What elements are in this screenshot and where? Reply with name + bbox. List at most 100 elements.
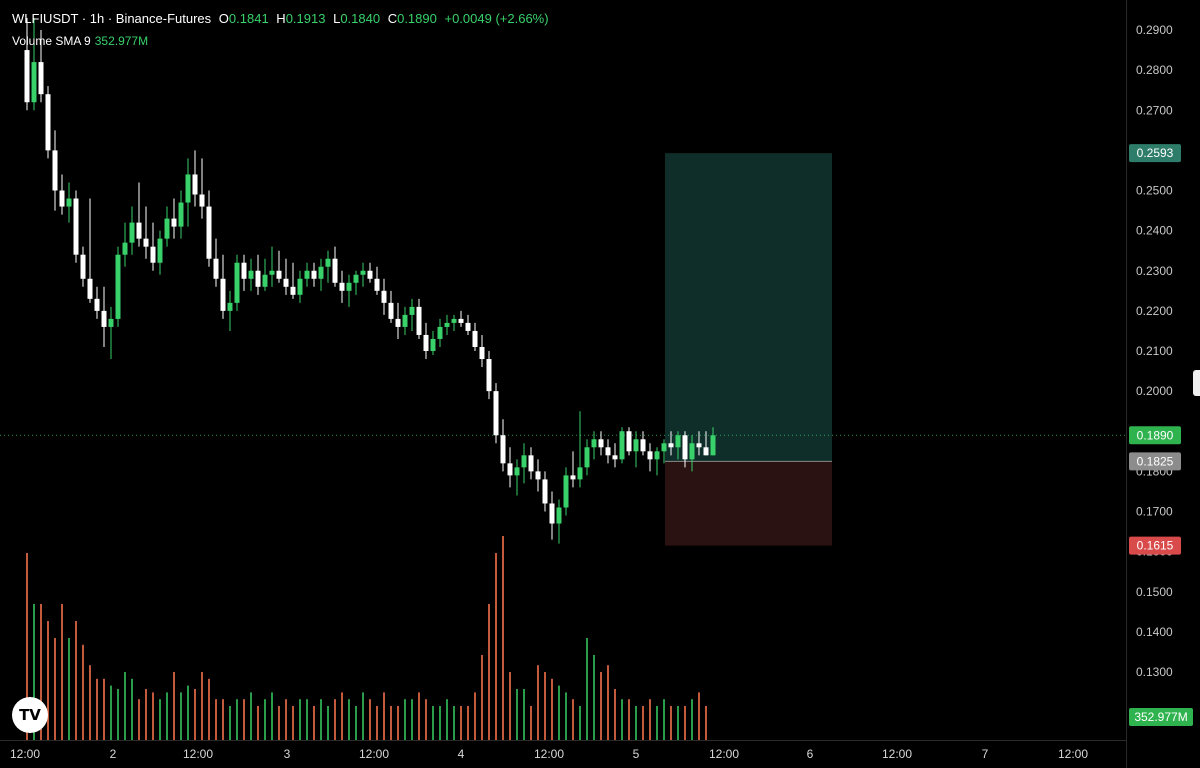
volume-bar (278, 706, 280, 740)
close-label: C (387, 11, 398, 26)
volume-bar (551, 678, 553, 740)
candle-body (52, 150, 58, 191)
candle-body (101, 310, 107, 327)
candle-body (73, 198, 79, 255)
volume-bar (166, 692, 168, 740)
x-tick-label: 12:00 (183, 747, 213, 761)
candle-body (304, 270, 310, 279)
open-label: O (218, 11, 229, 26)
volume-bar (159, 699, 161, 740)
target-price-tag: 0.2593 (1137, 146, 1174, 160)
volume-bar (320, 699, 322, 740)
candle-body (66, 198, 72, 207)
candle-body (185, 174, 191, 203)
low-label: L (333, 11, 341, 26)
candle-body (325, 258, 331, 267)
candle-body (59, 190, 65, 207)
volume-bar (348, 699, 350, 740)
volume-indicator-legend[interactable]: Volume SMA 9 352.977M (12, 34, 148, 48)
loss-zone (665, 461, 832, 546)
candle-body (703, 447, 709, 456)
current-price-tag: 0.1890 (1137, 428, 1174, 442)
candle-body (458, 318, 464, 323)
volume-bar (327, 706, 329, 740)
candle-body (675, 435, 681, 448)
y-tick-label: 0.1500 (1136, 585, 1173, 599)
candle-body (451, 318, 457, 323)
volume-bar (516, 689, 518, 740)
volume-bar (362, 692, 364, 740)
symbol-title[interactable]: WLFIUSDT · 1h · Binance-Futures (12, 11, 212, 26)
candle-body (213, 258, 219, 279)
candle-body (24, 50, 30, 103)
profit-zone (665, 153, 832, 462)
volume-bar (649, 699, 651, 740)
y-tick-label: 0.1400 (1136, 625, 1173, 639)
candle-body (577, 467, 583, 480)
candle-body (374, 278, 380, 291)
candle-body (45, 94, 51, 151)
volume-bar (446, 699, 448, 740)
x-tick-label: 12:00 (882, 747, 912, 761)
x-tick-label: 5 (633, 747, 640, 761)
candle-body (311, 270, 317, 279)
candle-body (339, 282, 345, 291)
candle-body (528, 455, 534, 472)
x-tick-label: 12:00 (10, 747, 40, 761)
volume-bar (208, 678, 210, 740)
candle-body (388, 302, 394, 319)
candle-body (647, 451, 653, 460)
x-tick-label: 6 (807, 747, 814, 761)
volume-bar (530, 706, 532, 740)
candle-body (605, 447, 611, 456)
close-value: 0.1890 (397, 11, 437, 26)
candle-body (423, 334, 429, 351)
y-tick-label: 0.2300 (1136, 264, 1173, 278)
candle-body (437, 326, 443, 339)
candle-body (220, 278, 226, 311)
volume-bar (82, 644, 84, 740)
candle-body (444, 322, 450, 327)
candle-body (157, 238, 163, 263)
y-tick-label: 0.2400 (1136, 224, 1173, 238)
candle-body (269, 270, 275, 275)
volume-bar (600, 672, 602, 740)
tradingview-logo-icon[interactable]: TV (12, 697, 48, 733)
candle-body (332, 258, 338, 283)
volume-bar (628, 699, 630, 740)
candle-body (395, 318, 401, 327)
candle-body (591, 439, 597, 448)
volume-bar (61, 604, 63, 740)
candle-body (514, 467, 520, 476)
candle-body (38, 62, 44, 95)
candle-body (493, 391, 499, 436)
volume-bar (621, 699, 623, 740)
open-value: 0.1841 (228, 11, 269, 26)
volume-sma-tag-bg (1129, 708, 1193, 726)
volume-bar (698, 692, 700, 740)
x-tick-label: 2 (110, 747, 117, 761)
volume-bar (425, 699, 427, 740)
volume-indicator-value: 352.977M (94, 34, 149, 48)
volume-bar (544, 672, 546, 740)
candle-body (430, 338, 436, 351)
volume-bar (369, 699, 371, 740)
candle-body (318, 266, 324, 279)
candle-body (234, 262, 240, 303)
candle-body (507, 463, 513, 476)
x-tick-label: 12:00 (534, 747, 564, 761)
candle-body (402, 314, 408, 327)
x-tick-label: 4 (458, 747, 465, 761)
candle-body (31, 62, 37, 103)
candle-body (486, 359, 492, 392)
candle-body (297, 278, 303, 295)
volume-bar (383, 692, 385, 740)
volume-bar (572, 699, 574, 740)
candle-body (143, 238, 149, 247)
volume-bar (642, 706, 644, 740)
collapse-panel-handle[interactable] (1193, 370, 1200, 396)
candle-body (87, 278, 93, 299)
volume-bar (418, 692, 420, 740)
candle-body (549, 503, 555, 524)
